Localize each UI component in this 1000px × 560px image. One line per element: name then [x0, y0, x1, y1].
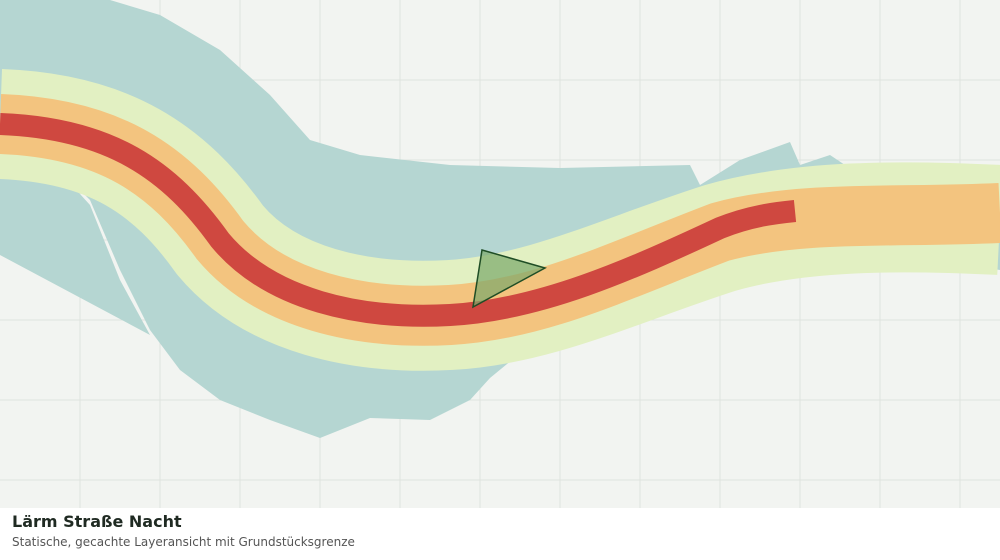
parcel-boundary[interactable] [472, 249, 547, 309]
map [0, 0, 1000, 508]
caption: Lärm Straße Nacht Statische, gecachte La… [12, 512, 355, 549]
noise-zone-severe [0, 113, 797, 327]
subtitle: Statische, gecachte Layeransicht mit Gru… [12, 535, 355, 549]
title: Lärm Straße Nacht [12, 512, 182, 531]
